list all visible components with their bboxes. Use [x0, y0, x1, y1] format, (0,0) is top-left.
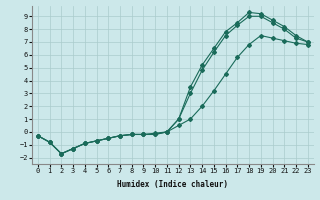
X-axis label: Humidex (Indice chaleur): Humidex (Indice chaleur)	[117, 180, 228, 189]
